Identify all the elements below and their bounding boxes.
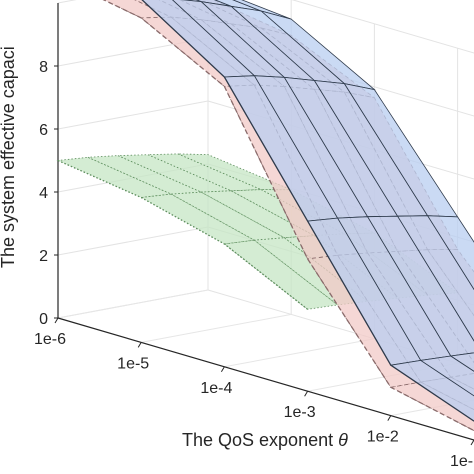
- z-tick-label: 6: [39, 122, 48, 139]
- surface-patch: [419, 355, 474, 397]
- x-tick-label: 1e-6: [34, 331, 66, 348]
- z-tick-label: 0: [39, 311, 48, 328]
- surfaces: [56, 0, 474, 432]
- z-tick-label: 4: [39, 185, 48, 202]
- surface-patch: [366, 215, 474, 357]
- x-tick: [220, 366, 225, 373]
- surface-patch: [199, 190, 316, 239]
- z-tick-label: 8: [39, 59, 48, 76]
- surface-front-edge: [57, 159, 309, 310]
- x-tick: [137, 342, 142, 348]
- x-tick-label: 1e-4: [200, 380, 232, 397]
- surface-front-edge: [141, 0, 474, 422]
- surface-patch: [426, 215, 474, 291]
- surface-patch: [177, 153, 292, 191]
- grid-line: [291, 0, 474, 54]
- x-tick: [387, 415, 392, 421]
- x-tick-label: 1e-3: [284, 404, 316, 421]
- x-tick: [304, 390, 309, 397]
- y-axis-title: The system effective capaci: [0, 46, 18, 268]
- surface-patch: [449, 352, 474, 372]
- surface-patch: [117, 154, 232, 193]
- x-axis-line: [57, 317, 474, 441]
- surface-patch: [87, 155, 202, 195]
- grid-line: [57, 100, 209, 130]
- z-tick-label: 2: [39, 248, 48, 265]
- surface-patch: [389, 381, 474, 432]
- grid-line: [141, 313, 292, 343]
- x-tick-label: 1e-2: [367, 429, 399, 446]
- x-axis-title-symbol: θ: [338, 430, 348, 450]
- x-axis-title: The QoS exponent θ: [182, 430, 348, 450]
- grid-line: [57, 226, 209, 256]
- grid-line: [57, 289, 209, 319]
- surface-patch: [147, 153, 262, 192]
- x-tick: [54, 317, 59, 324]
- grid-line: [224, 338, 375, 368]
- surface-patch: [396, 215, 474, 342]
- x-tick-label: 1e-1: [450, 453, 474, 470]
- surface-patch: [169, 191, 286, 241]
- surface-series: [141, 0, 474, 422]
- x-axis-title-text: The QoS exponent: [182, 430, 338, 450]
- surface-front-edge: [102, 0, 474, 432]
- z-tick-labels: 0 2 4 6 8: [39, 59, 48, 328]
- x-tick-label: 1e-5: [117, 355, 149, 372]
- x-tick-labels: 1e-6 1e-5 1e-4 1e-3 1e-2 1e-1: [34, 331, 474, 470]
